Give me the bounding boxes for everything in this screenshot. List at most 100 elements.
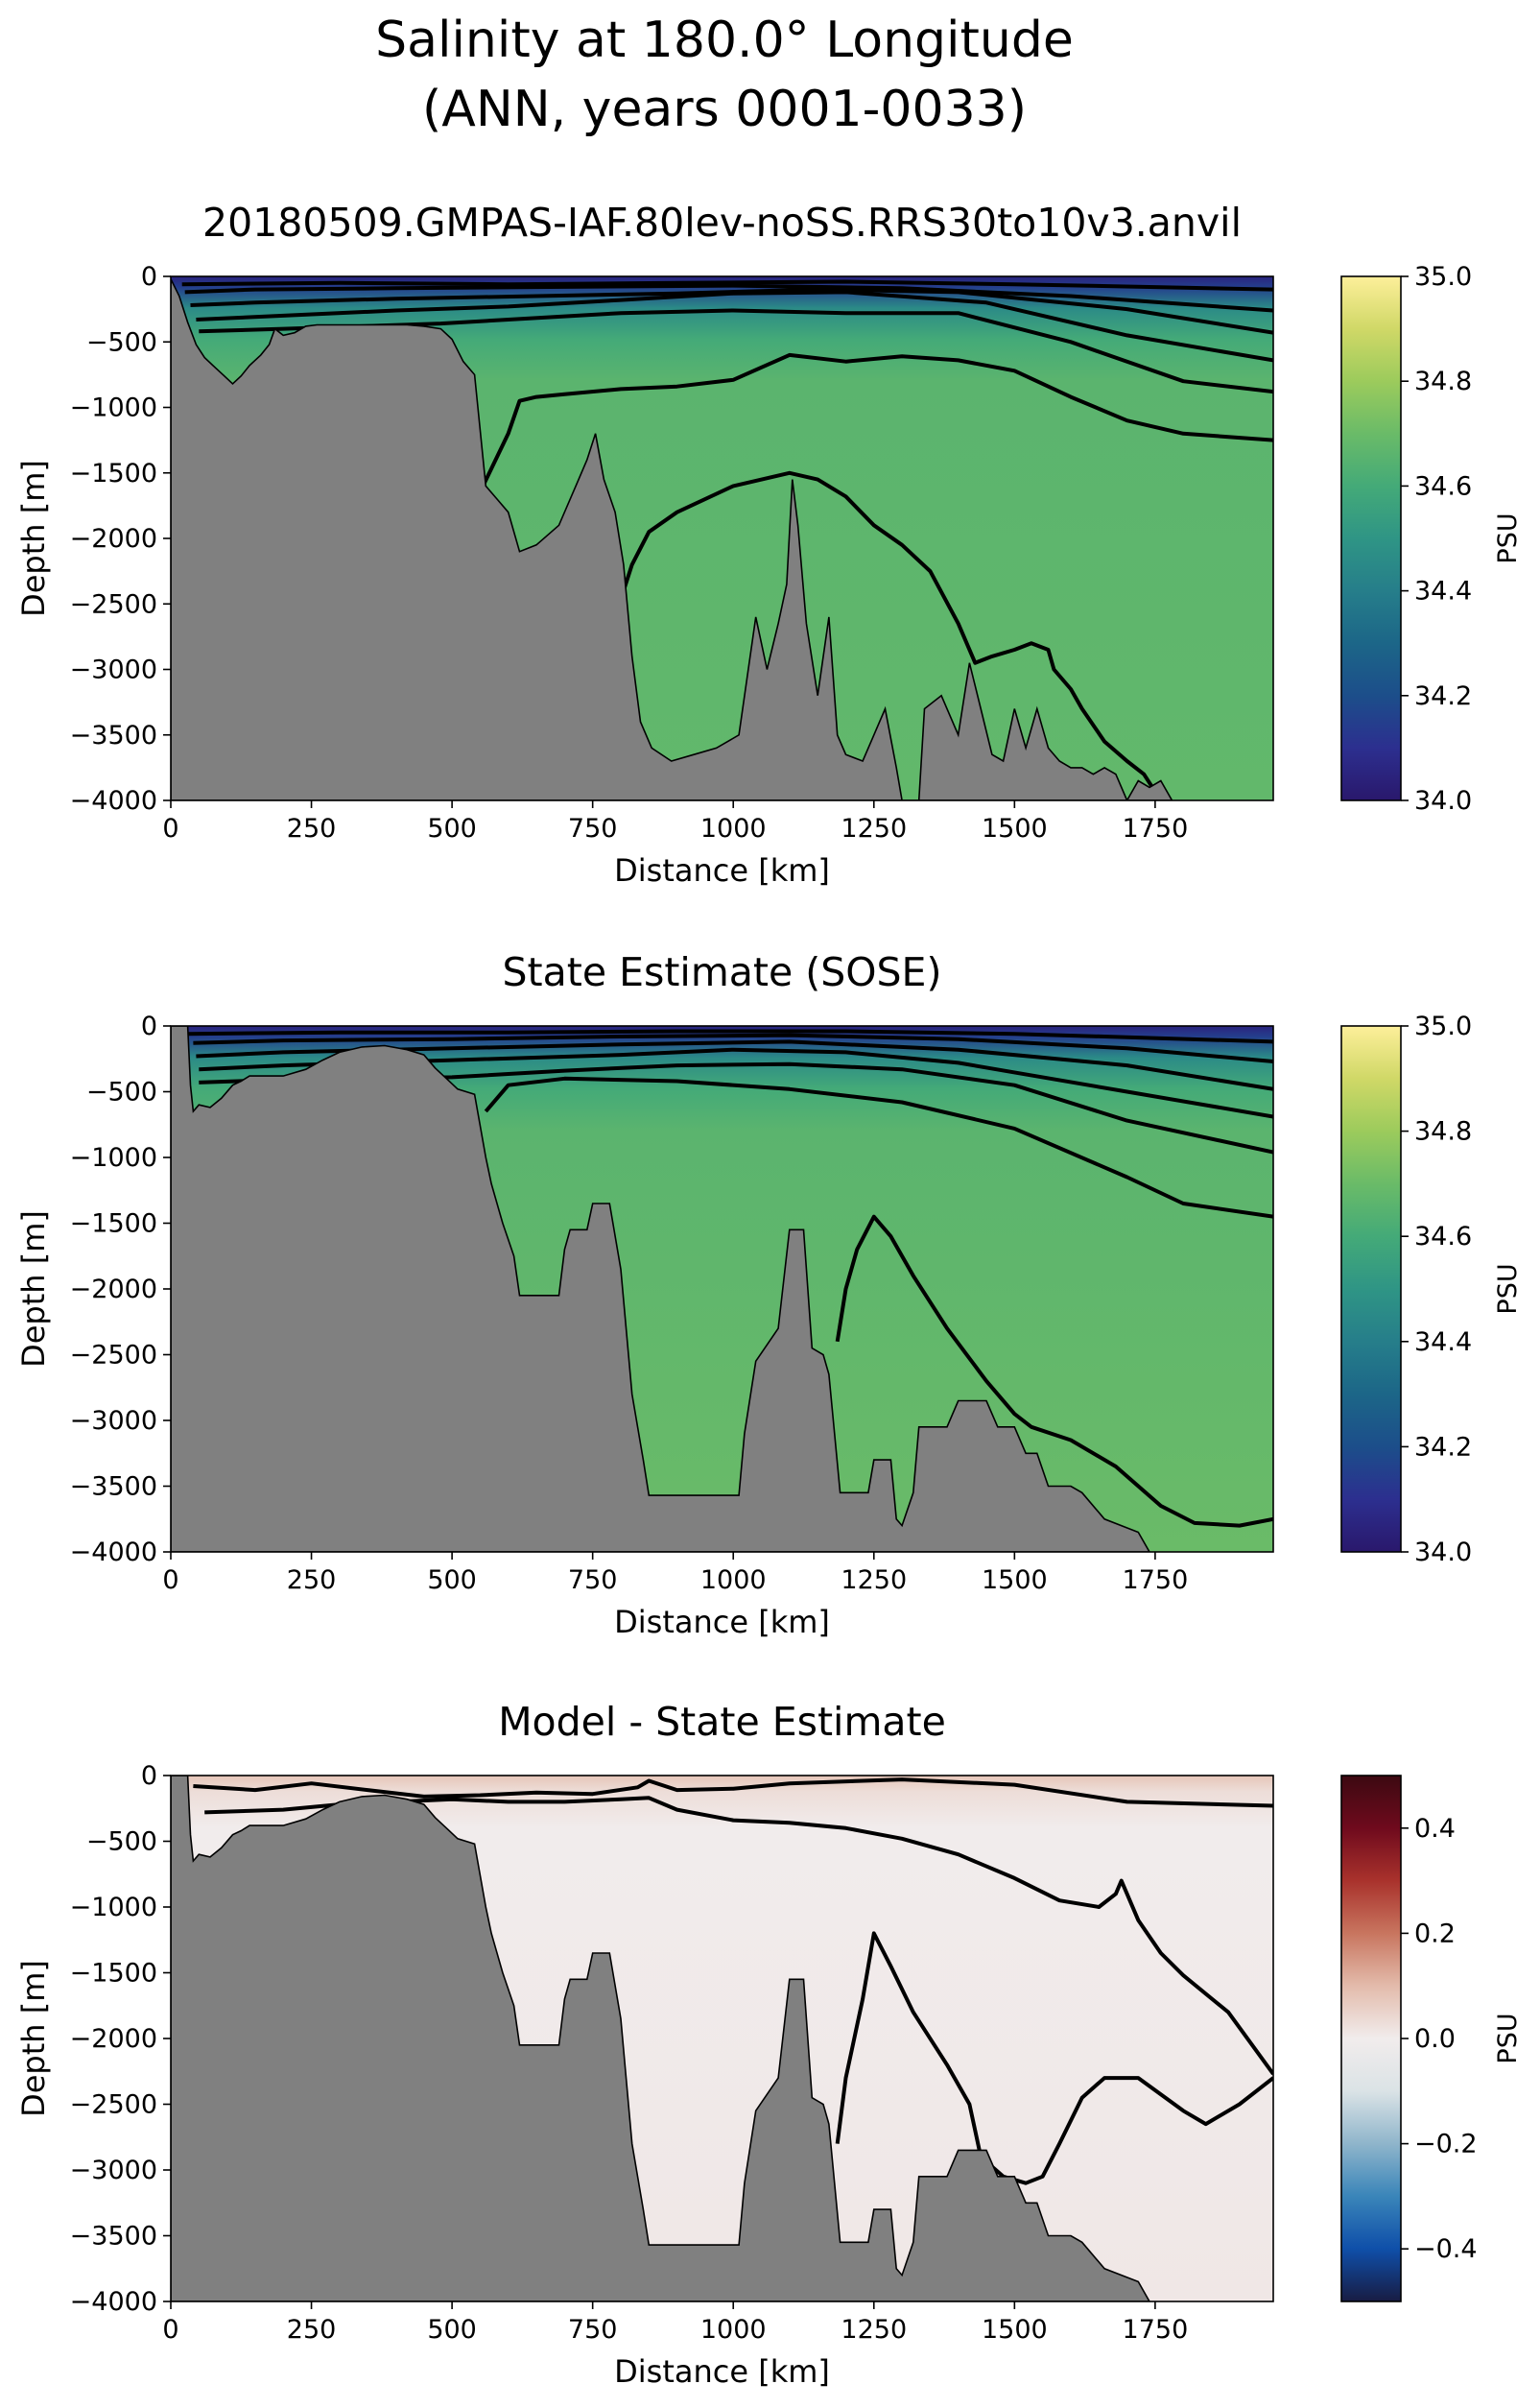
colorbar <box>1340 275 1402 801</box>
colorbar-tick-label: −0.2 <box>1414 2130 1478 2159</box>
y-tick-label: −2000 <box>70 2024 157 2054</box>
x-tick-label: 1500 <box>982 2315 1048 2345</box>
contour-line-3 <box>196 1039 1273 1091</box>
salinity-field <box>171 276 1273 800</box>
x-tick-label: 0 <box>162 814 178 844</box>
colorbar-tick-label: 34.4 <box>1414 1327 1472 1357</box>
y-tick-label: −3000 <box>70 656 157 685</box>
contour-line-3 <box>190 287 1273 335</box>
colorbar-tick-label: 34.0 <box>1414 786 1472 816</box>
colorbar-tick-label: 34.2 <box>1414 1432 1472 1462</box>
colorbar-tick-label: 35.0 <box>1414 262 1472 292</box>
y-tick-label: −3500 <box>70 721 157 751</box>
salinity-field <box>171 1026 1273 1552</box>
x-tick-label: 1750 <box>1123 1565 1189 1595</box>
colorbar-tick-label: 0.0 <box>1414 2024 1456 2054</box>
x-tick-label: 1250 <box>841 1565 907 1595</box>
x-tick-label: 0 <box>162 1565 178 1595</box>
chart-panel-3: Model - State Estimate 0 250 500 750 1000 1250… <box>15 1699 1523 2390</box>
colorbar-tick-label: 34.6 <box>1414 1222 1472 1252</box>
salinity-field <box>171 1776 1273 2301</box>
panel-title: State Estimate (SOSE) <box>503 949 942 995</box>
y-tick-label: −3500 <box>70 2222 157 2252</box>
bathymetry-land <box>171 1026 1150 1552</box>
x-tick-label: 1250 <box>841 814 907 844</box>
colorbar <box>1340 1025 1402 1553</box>
x-tick-label: 1500 <box>982 814 1048 844</box>
x-tick-label: 500 <box>427 1565 477 1595</box>
colorbar-tick-label: −0.4 <box>1414 2234 1478 2264</box>
contour-line-2 <box>204 1796 1273 2076</box>
panel-title: Model - State Estimate <box>498 1699 946 1745</box>
x-tick-label: 1250 <box>841 2315 907 2345</box>
colorbar-label: PSU <box>1493 2013 1523 2063</box>
colorbar-tick-label: 34.8 <box>1414 367 1472 396</box>
bathymetry-land <box>171 1776 1150 2301</box>
y-tick-label: 0 <box>141 262 157 292</box>
y-axis-label: Depth [m] <box>15 1210 52 1368</box>
y-tick-label: −1000 <box>70 1143 157 1173</box>
x-axis-label: Distance [km] <box>614 852 830 889</box>
x-tick-label: 1750 <box>1123 814 1189 844</box>
colorbar-tick-label: 34.4 <box>1414 577 1472 607</box>
contour-line-6 <box>481 352 1273 488</box>
contour-line-7 <box>835 1214 1273 1528</box>
y-tick-label: −1500 <box>70 1209 157 1239</box>
colorbar-label: PSU <box>1493 1263 1523 1314</box>
colorbar-tick-label: 0.4 <box>1414 1814 1456 1844</box>
x-tick-label: 250 <box>287 1565 337 1595</box>
x-tick-label: 1000 <box>700 814 767 844</box>
y-tick-label: −3000 <box>70 1406 157 1436</box>
contour-line-7 <box>613 470 1163 800</box>
y-tick-label: −1000 <box>70 393 157 423</box>
contour-line-1 <box>187 1029 1273 1044</box>
y-tick-label: 0 <box>141 1761 157 1791</box>
x-tick-label: 750 <box>568 814 618 844</box>
x-tick-label: 750 <box>568 2315 618 2345</box>
x-tick-label: 1000 <box>700 1565 767 1595</box>
x-axis-label: Distance [km] <box>614 2353 830 2390</box>
y-tick-label: −3500 <box>70 1472 157 1502</box>
x-tick-label: 250 <box>287 2315 337 2345</box>
chart-panel-2: State Estimate (SOSE) 0 250 500 750 1000 1250 1… <box>15 949 1523 1640</box>
x-tick-label: 1000 <box>700 2315 767 2345</box>
x-tick-label: 1500 <box>982 1565 1048 1595</box>
y-tick-label: −4000 <box>70 2287 157 2317</box>
colorbar-tick-label: 34.2 <box>1414 681 1472 711</box>
figure-title-line-1: Salinity at 180.0° Longitude <box>375 12 1074 69</box>
y-tick-label: 0 <box>141 1012 157 1041</box>
y-tick-label: −500 <box>86 1827 157 1857</box>
contour-line-1 <box>181 279 1273 292</box>
x-tick-label: 1750 <box>1123 2315 1189 2345</box>
x-axis-label: Distance [km] <box>614 1604 830 1640</box>
y-tick-label: −1500 <box>70 1959 157 1989</box>
panel-title: 20180509.GMPAS-IAF.80lev-noSS.RRS30to10v… <box>202 200 1242 246</box>
y-axis-label: Depth [m] <box>15 460 52 617</box>
y-tick-label: −1000 <box>70 1893 157 1922</box>
y-tick-label: −2500 <box>70 589 157 619</box>
y-tick-label: −2000 <box>70 1275 157 1304</box>
y-tick-label: −2000 <box>70 524 157 554</box>
colorbar-tick-label: 34.0 <box>1414 1538 1472 1567</box>
contour-line-2 <box>184 283 1273 313</box>
colorbar-tick-label: 35.0 <box>1414 1012 1472 1041</box>
x-tick-label: 500 <box>427 814 477 844</box>
y-tick-label: −4000 <box>70 786 157 816</box>
y-tick-label: −500 <box>86 327 157 357</box>
x-tick-label: 250 <box>287 814 337 844</box>
contour-line-4 <box>196 290 1273 363</box>
y-tick-label: −500 <box>86 1078 157 1108</box>
chart-panel-1: 20180509.GMPAS-IAF.80lev-noSS.RRS30to10v… <box>15 200 1523 889</box>
colorbar-tick-label: 34.8 <box>1414 1117 1472 1147</box>
y-tick-label: −1500 <box>70 459 157 489</box>
x-tick-label: 500 <box>427 2315 477 2345</box>
bathymetry-land <box>171 278 1173 800</box>
y-axis-label: Depth [m] <box>15 1960 52 2117</box>
colorbar <box>1340 1775 1402 2302</box>
colorbar-tick-label: 0.2 <box>1414 1919 1456 1948</box>
contour-line-6 <box>484 1076 1273 1219</box>
colorbar-tick-label: 34.6 <box>1414 471 1472 501</box>
contour-line-2 <box>193 1033 1273 1063</box>
contour-line-1 <box>193 1777 1273 1808</box>
x-tick-label: 750 <box>568 1565 618 1595</box>
